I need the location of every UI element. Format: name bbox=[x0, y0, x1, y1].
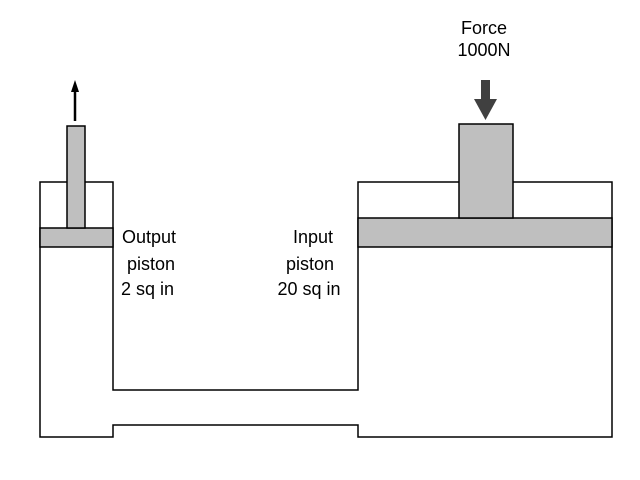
chamber-outer-wall bbox=[39, 181, 613, 438]
input-piston-block bbox=[458, 123, 514, 219]
output-piston-label-line1: Output bbox=[122, 227, 176, 247]
output-piston-label-line3: 2 sq in bbox=[121, 279, 174, 299]
force-label-line1: Force bbox=[461, 18, 507, 38]
small-up-arrow-icon bbox=[71, 80, 79, 121]
force-label-line2: 1000N bbox=[457, 40, 510, 60]
force-down-arrow-icon bbox=[474, 80, 497, 120]
output-piston-rod bbox=[66, 125, 86, 229]
output-piston-plate bbox=[39, 227, 114, 248]
chamber-outline bbox=[39, 181, 613, 438]
input-piston-label-line3: 20 sq in bbox=[277, 279, 340, 299]
output-piston bbox=[39, 125, 114, 248]
input-piston bbox=[357, 123, 613, 248]
input-piston-label-line1: Input bbox=[293, 227, 333, 247]
input-piston-plate bbox=[357, 217, 613, 248]
input-piston-label-line2: piston bbox=[286, 254, 334, 274]
output-piston-label-line2: piston bbox=[127, 254, 175, 274]
